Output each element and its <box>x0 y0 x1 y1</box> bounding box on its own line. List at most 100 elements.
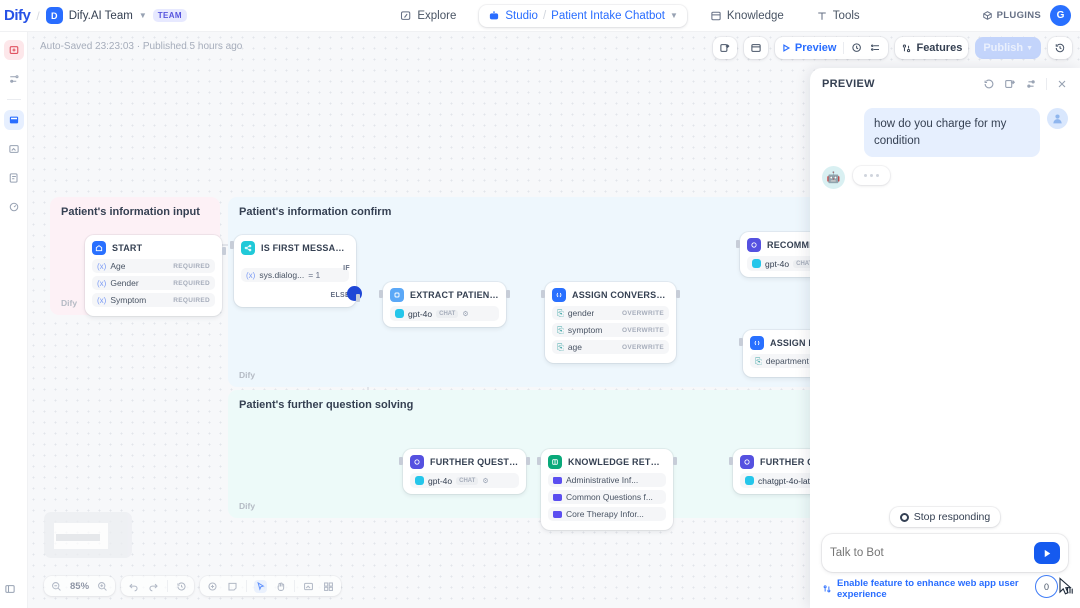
node-output-port[interactable] <box>673 457 677 465</box>
node-further-question-consult[interactable]: FURTHER QUESTION CONS( gpt-4o CHAT ⚙ <box>399 449 530 494</box>
expand-icon[interactable] <box>1004 78 1016 90</box>
rail-item-monitoring[interactable] <box>4 197 24 217</box>
node-field-row[interactable]: ⎘ gender OVERWRITE <box>552 306 669 320</box>
steps-icon[interactable] <box>870 42 882 54</box>
node-field-row[interactable]: Administrative Inf... <box>548 473 666 487</box>
preview-footer: Stop responding Enable feature to enhanc… <box>810 507 1080 608</box>
chevron-down-icon[interactable]: ▼ <box>138 11 147 20</box>
preview-actions <box>983 78 1068 90</box>
node-field-row[interactable]: ⎘ symptom OVERWRITE <box>552 323 669 337</box>
node-input-port[interactable] <box>379 290 383 298</box>
version-history-icon[interactable] <box>1054 42 1066 54</box>
field-tag: OVERWRITE <box>622 343 664 351</box>
node-output-port[interactable] <box>506 290 510 298</box>
settings-icon[interactable]: ⚙ <box>462 310 469 318</box>
node-header: FURTHER QUESTION CONS( <box>410 455 519 469</box>
node-start[interactable]: START (x) Age REQUIRED (x) Gender REQUIRED… <box>85 235 226 316</box>
user-avatar[interactable]: G <box>1050 5 1071 26</box>
llm-icon <box>747 238 761 252</box>
node-assign-conversation-var[interactable]: ASSIGN CONVERSATION VA ⎘gender OVERWRITE… <box>541 282 680 363</box>
plugins-button[interactable]: PLUGINS <box>982 10 1041 21</box>
pointer-icon[interactable] <box>254 579 268 593</box>
settings-icon[interactable]: ⚙ <box>482 477 489 485</box>
node-input-port[interactable] <box>736 240 740 248</box>
history-icon[interactable] <box>175 580 188 593</box>
run-history-icon[interactable] <box>851 42 863 54</box>
enable-feature-link[interactable]: Enable feature to enhance web app user e… <box>822 578 1068 600</box>
node-field-row[interactable]: Common Questions f... <box>548 490 666 504</box>
nav-item-knowledge[interactable]: Knowledge <box>701 5 793 27</box>
redo-icon[interactable] <box>147 580 160 593</box>
node-is-first-message[interactable]: IS FIRST MESSAGE? IF (x) sys.dialog... = … <box>230 235 362 307</box>
model-chip[interactable]: gpt-4o CHAT ⚙ <box>390 306 499 321</box>
node-output-port-else[interactable] <box>356 294 360 302</box>
node-field-row[interactable]: (x) Gender REQUIRED <box>92 276 215 290</box>
node-title: IS FIRST MESSAGE? <box>261 243 349 253</box>
publish-chevron-down-icon: ▼ <box>1026 44 1033 52</box>
undo-icon[interactable] <box>127 580 140 593</box>
node-extract-patient-info[interactable]: EXTRACT PATIENT INFO gpt-4o CHAT ⚙ <box>379 282 510 327</box>
app-name[interactable]: Patient Intake Chatbot <box>551 9 665 22</box>
node-field-row[interactable]: (x) Symptom REQUIRED <box>92 293 215 307</box>
chat-input[interactable] <box>830 547 1034 559</box>
settings-icon[interactable] <box>1025 78 1037 90</box>
rail-item-canvas[interactable] <box>3 110 24 130</box>
node-input-port[interactable] <box>541 290 545 298</box>
group-title: Patient's information confirm <box>239 206 392 218</box>
app-chevron-down-icon[interactable]: ▼ <box>669 11 678 20</box>
zoom-out-icon[interactable] <box>50 580 63 593</box>
features-button[interactable]: Features <box>901 42 962 54</box>
node-header: FURTHER QUESTION SOLVE <box>740 455 861 469</box>
node-input-port[interactable] <box>399 457 403 465</box>
plugin-box-icon <box>982 10 993 21</box>
node-input-port[interactable] <box>537 457 541 465</box>
workspace-name[interactable]: Dify.AI Team <box>68 9 133 22</box>
node-input-port[interactable] <box>230 241 234 249</box>
condition-row[interactable]: (x) sys.dialog... = 1 <box>241 268 349 282</box>
send-button[interactable] <box>1034 542 1060 564</box>
canvas-minimap[interactable] <box>44 512 132 558</box>
dify-logo[interactable]: Dify <box>4 7 31 24</box>
node-output-port[interactable] <box>526 457 530 465</box>
checklist-icon[interactable] <box>750 42 762 54</box>
node-input-port[interactable] <box>739 338 743 346</box>
chat-input-wrapper[interactable] <box>822 534 1068 572</box>
preview-button[interactable]: Preview <box>781 42 836 54</box>
hand-icon[interactable] <box>274 580 287 593</box>
branch-else-label: ELSE <box>330 292 350 299</box>
rail-item-logs[interactable] <box>4 168 24 188</box>
rail-item-variables[interactable] <box>4 69 24 89</box>
model-chip[interactable]: gpt-4o CHAT ⚙ <box>410 473 519 488</box>
nav-item-explore[interactable]: Explore <box>391 5 465 27</box>
model-name: gpt-4o <box>408 308 433 319</box>
node-field-row[interactable]: (x) Age REQUIRED <box>92 259 215 273</box>
nav-item-tools[interactable]: Tools <box>807 5 869 27</box>
add-node-icon[interactable] <box>206 580 219 593</box>
typing-indicator <box>853 166 890 186</box>
node-knowledge-retrieval[interactable]: KNOWLEDGE RETRIEVAL Administrative Inf..… <box>537 449 677 530</box>
fit-view-icon[interactable] <box>302 580 315 593</box>
organize-icon[interactable] <box>322 580 335 593</box>
field-tag: REQUIRED <box>173 296 210 304</box>
node-field-row[interactable]: ⎘ age OVERWRITE <box>552 340 669 354</box>
zoom-in-icon[interactable] <box>96 580 109 593</box>
rail-item-collapse[interactable] <box>4 583 16 598</box>
compass-icon <box>400 10 412 22</box>
publish-button[interactable]: Publish ▼ <box>975 37 1041 59</box>
stop-responding-button[interactable]: Stop responding <box>889 507 1001 527</box>
node-header: KNOWLEDGE RETRIEVAL <box>548 455 666 469</box>
node-field-row[interactable]: Core Therapy Infor... <box>548 507 666 521</box>
node-input-port[interactable] <box>729 457 733 465</box>
workspace-avatar[interactable]: D <box>45 7 63 24</box>
node-output-port[interactable] <box>676 290 680 298</box>
note-icon[interactable] <box>226 580 239 593</box>
rail-item-orchestrate[interactable] <box>3 40 24 60</box>
nav-item-studio[interactable]: Studio / Patient Intake Chatbot ▼ <box>479 4 687 27</box>
rail-item-preview-pane[interactable] <box>4 139 24 159</box>
export-icon[interactable] <box>719 42 731 54</box>
restart-icon[interactable] <box>983 78 995 90</box>
node-output-port[interactable] <box>222 247 226 255</box>
close-icon[interactable] <box>1056 78 1068 90</box>
toolbar-divider <box>843 42 845 54</box>
import-export-group <box>712 37 737 59</box>
